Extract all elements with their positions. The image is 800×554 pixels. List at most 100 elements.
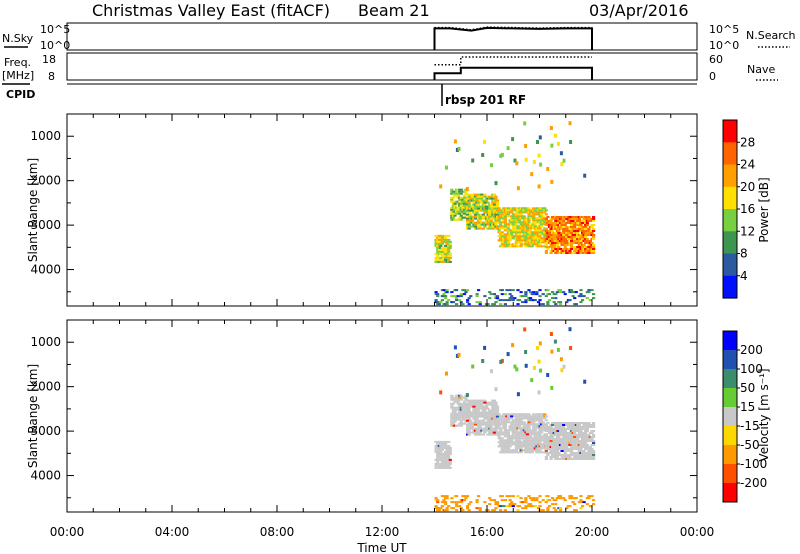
- velocity-cell: [558, 454, 563, 456]
- velocity-cell: [458, 396, 462, 399]
- velocity-cell: [455, 495, 459, 498]
- power-cell: [568, 228, 572, 230]
- power-cell: [515, 161, 519, 166]
- velocity-cell: [584, 442, 588, 444]
- velocity-cell: [536, 507, 541, 510]
- power-cell: [552, 246, 556, 248]
- power-cell: [549, 126, 553, 130]
- colorbar-swatch: [723, 331, 737, 351]
- velocity-cell: [495, 411, 500, 414]
- power-cell: [450, 295, 454, 298]
- power-cell: [555, 291, 559, 294]
- velocity-cell: [524, 437, 528, 440]
- velocity-cell: [584, 444, 588, 446]
- xtick-label: 16:00: [470, 525, 505, 539]
- velocity-cell: [584, 456, 588, 458]
- velocity-cell: [459, 398, 463, 401]
- velocity-cell: [469, 501, 473, 504]
- power-cell: [552, 226, 556, 228]
- velocity-cell: [484, 415, 489, 418]
- power-cell: [532, 241, 536, 244]
- power-cell: [546, 301, 550, 304]
- power-cell: [486, 201, 490, 204]
- power-cell: [552, 236, 556, 238]
- velocity-cell: [558, 509, 563, 512]
- power-cell: [447, 248, 451, 251]
- velocity-cell: [579, 430, 583, 432]
- power-cell: [584, 238, 588, 240]
- velocity-cell: [568, 327, 572, 332]
- power-cell: [467, 193, 471, 196]
- power-cell: [532, 223, 536, 226]
- power-cell: [518, 233, 522, 236]
- power-cell: [576, 240, 580, 242]
- velocity-cell: [562, 440, 566, 442]
- velocity-cell: [530, 451, 534, 454]
- velocity-cell: [521, 441, 525, 444]
- velocity-cell: [569, 446, 574, 448]
- velocity-cell: [491, 403, 495, 406]
- velocity-cell: [573, 432, 577, 434]
- power-cell: [584, 228, 588, 230]
- ytick-label: 1000: [30, 129, 61, 143]
- velocity-cell: [508, 505, 512, 508]
- velocity-cell: [552, 450, 556, 452]
- velocity-cell: [453, 420, 457, 423]
- velocity-cell: [590, 438, 594, 440]
- power-cell: [488, 297, 492, 300]
- velocity-cell: [563, 499, 567, 502]
- velocity-cell: [576, 436, 580, 438]
- power-cell: [503, 293, 507, 296]
- velocity-cell: [506, 352, 510, 357]
- velocity-cell: [532, 365, 536, 370]
- power-cell: [521, 231, 525, 234]
- power-cell: [558, 291, 563, 294]
- velocity-cell: [551, 448, 555, 450]
- power-cell: [448, 252, 452, 255]
- power-cell: [562, 222, 566, 224]
- power-cell: [439, 244, 443, 247]
- power-cell: [573, 230, 577, 232]
- velocity-cell: [472, 407, 476, 410]
- velocity-cell: [497, 417, 501, 420]
- velocity-cell: [524, 497, 528, 500]
- power-cell: [581, 220, 585, 222]
- velocity-cell: [592, 426, 596, 428]
- power-cell: [544, 295, 548, 298]
- power-cell: [439, 256, 443, 259]
- velocity-cell: [538, 433, 542, 436]
- velocity-cell: [477, 419, 481, 422]
- power-cell: [503, 237, 507, 240]
- power-cell: [532, 291, 536, 294]
- velocity-cell: [583, 379, 587, 384]
- power-cell: [495, 203, 500, 206]
- velocity-cell: [472, 405, 476, 408]
- velocity-cell: [467, 429, 471, 432]
- power-cell: [565, 218, 569, 220]
- velocity-cell: [549, 458, 553, 460]
- velocity-cell: [551, 424, 555, 426]
- power-cell: [521, 229, 525, 232]
- velocity-cell: [584, 426, 588, 428]
- power-cell: [558, 303, 563, 306]
- velocity-cell: [455, 353, 459, 358]
- power-cell: [462, 289, 467, 292]
- power-colorbar-label: Power [dB]: [757, 177, 771, 242]
- velocity-cell: [569, 454, 574, 456]
- power-cell: [540, 225, 544, 228]
- velocity-cell: [552, 454, 556, 456]
- velocity-cell: [444, 442, 448, 445]
- velocity-cell: [436, 462, 440, 465]
- power-cell: [584, 250, 588, 252]
- power-cell: [530, 172, 534, 177]
- velocity-cell: [459, 420, 463, 423]
- power-cell: [448, 240, 452, 243]
- power-cell: [574, 228, 578, 230]
- power-cell: [500, 233, 504, 236]
- velocity-cell: [439, 450, 443, 453]
- velocity-cell: [541, 509, 545, 512]
- velocity-cell: [437, 448, 441, 451]
- velocity-cell: [489, 499, 493, 502]
- power-cell: [541, 229, 545, 232]
